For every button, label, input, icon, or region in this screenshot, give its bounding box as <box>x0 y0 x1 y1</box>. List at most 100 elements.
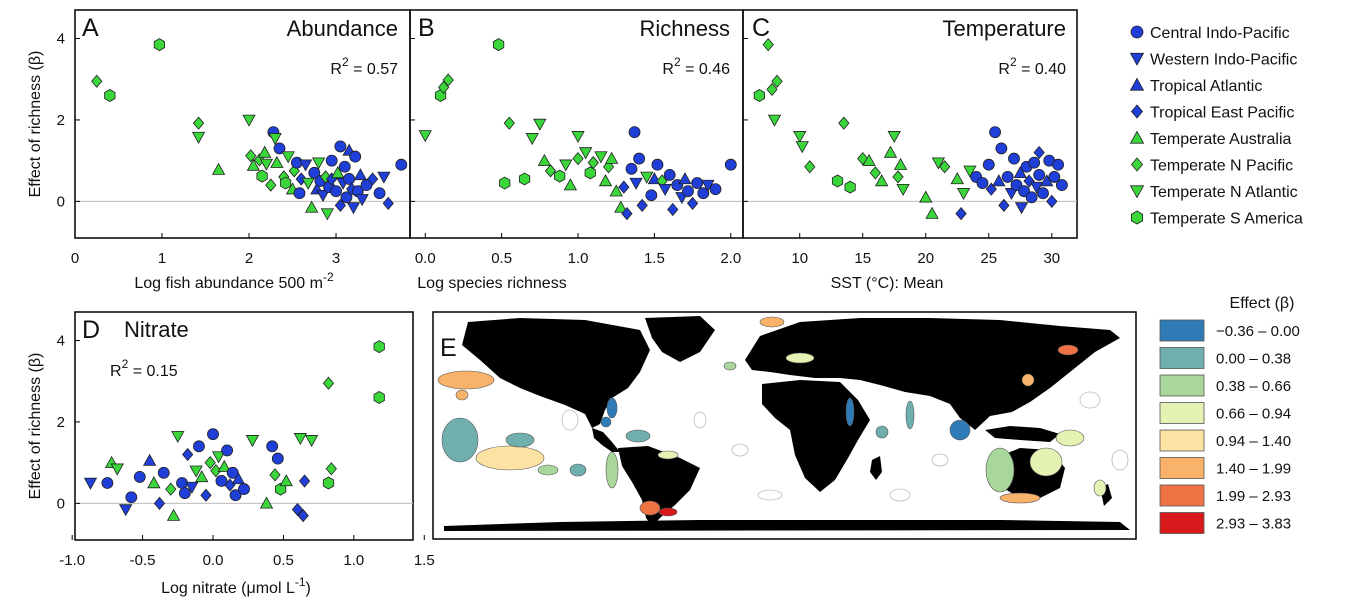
panel-a-label: A <box>82 14 99 42</box>
x-tick-label: 2 <box>245 250 253 267</box>
ecoregion-patch <box>505 432 535 448</box>
legend-label: Temperate S America <box>1150 211 1303 228</box>
panel-b-title: Richness <box>640 16 730 41</box>
data-point <box>793 131 807 144</box>
data-point <box>893 157 908 170</box>
effect-bin-swatch <box>1159 347 1205 369</box>
panel-a-r2: R2 = 0.57 <box>330 55 398 78</box>
panel-a-plot: 0 1 2 3 0 2 4 <box>57 31 410 267</box>
data-point <box>1037 187 1049 200</box>
legend-marker-icon <box>1129 77 1145 91</box>
data-point <box>377 171 391 184</box>
ecoregion-patch <box>605 451 619 489</box>
ecoregion-patch <box>999 492 1041 504</box>
landmass-central-america <box>592 428 620 452</box>
data-point <box>204 456 216 470</box>
data-point <box>110 463 124 476</box>
data-point <box>166 508 181 521</box>
x-tick-label: 2.0 <box>720 250 741 267</box>
data-point <box>418 130 432 143</box>
data-point <box>537 153 552 166</box>
panel-d-title: Nitrate <box>124 317 189 342</box>
data-point <box>221 444 234 457</box>
data-point <box>1033 145 1045 160</box>
ecoregion-patch <box>1029 447 1063 477</box>
x-tick-label: -1.0 <box>59 552 85 569</box>
outline <box>1111 449 1129 471</box>
data-point <box>587 156 599 170</box>
data-point <box>195 470 209 483</box>
data-point <box>572 151 584 166</box>
panel-d-label: D <box>82 316 100 344</box>
x-tick-label: 1.5 <box>644 250 665 267</box>
panel-b-plot: 0.0 0.5 1.0 1.5 2.0 <box>410 38 743 267</box>
x-tick-label: 25 <box>980 250 997 267</box>
data-point <box>762 37 774 52</box>
panel-a-title: Abundance <box>287 16 398 41</box>
data-point <box>982 158 995 171</box>
panel-d-frame <box>74 311 414 541</box>
panel-b-r2: R2 = 0.46 <box>662 55 730 78</box>
effect-bin-label: 0.66 – 0.94 <box>1216 406 1291 423</box>
data-point <box>678 172 692 185</box>
legend-marker-icon <box>1130 25 1144 39</box>
panel-a-ylabel: Effect of richness (β) <box>27 51 44 198</box>
data-point <box>614 200 628 213</box>
data-point <box>753 89 765 102</box>
data-point <box>269 468 281 482</box>
data-point <box>925 206 939 219</box>
effect-bin-swatch <box>1159 319 1205 342</box>
data-point <box>200 488 212 502</box>
x-tick-label: 0 <box>71 250 79 267</box>
landmass-north-america <box>462 318 650 428</box>
outline <box>731 443 749 457</box>
effect-bin-swatch <box>1159 429 1205 452</box>
data-point <box>563 178 578 191</box>
data-point <box>153 38 165 52</box>
data-point <box>874 174 889 187</box>
data-point <box>193 440 205 453</box>
x-tick-label: 0.5 <box>273 552 294 569</box>
data-point <box>609 184 623 197</box>
data-point <box>191 131 206 144</box>
data-point <box>1052 158 1065 171</box>
data-point <box>663 168 676 181</box>
data-point <box>258 145 272 158</box>
ecoregion-patch <box>455 389 469 401</box>
panel-b-label: B <box>418 14 435 42</box>
data-point <box>211 162 226 175</box>
effect-bin-swatch <box>1159 484 1205 507</box>
data-point <box>147 476 161 489</box>
data-point <box>279 176 292 190</box>
data-point <box>544 164 557 178</box>
data-point <box>325 462 337 476</box>
data-point <box>604 151 619 164</box>
legend-label: Tropical Atlantic <box>1150 78 1262 95</box>
y-tick-label: 0 <box>57 193 65 210</box>
x-tick-label: 30 <box>1043 250 1060 267</box>
data-point <box>618 180 630 194</box>
panel-b-xlabel: Log species richness <box>417 275 566 292</box>
data-point <box>133 470 146 483</box>
data-point <box>499 176 511 190</box>
data-point <box>658 183 672 196</box>
data-point <box>295 172 307 186</box>
ecoregion-patch <box>657 450 679 460</box>
panel-a-frame <box>74 9 411 239</box>
landmass-greenland <box>645 316 715 362</box>
data-point <box>259 496 274 509</box>
data-point <box>559 159 573 172</box>
effect-bin-label: 0.00 – 0.38 <box>1216 351 1291 368</box>
data-point <box>142 453 157 466</box>
y-tick-label: 0 <box>57 495 65 512</box>
data-point <box>153 496 166 510</box>
data-point <box>288 164 300 178</box>
data-point <box>246 158 261 171</box>
ecoregion-patch <box>537 464 559 476</box>
ecoregion-patch <box>759 316 785 328</box>
data-point <box>304 200 319 213</box>
data-point <box>171 430 185 444</box>
data-point <box>1008 152 1020 165</box>
data-point <box>621 206 633 221</box>
landmass-eurasia <box>745 318 1120 430</box>
